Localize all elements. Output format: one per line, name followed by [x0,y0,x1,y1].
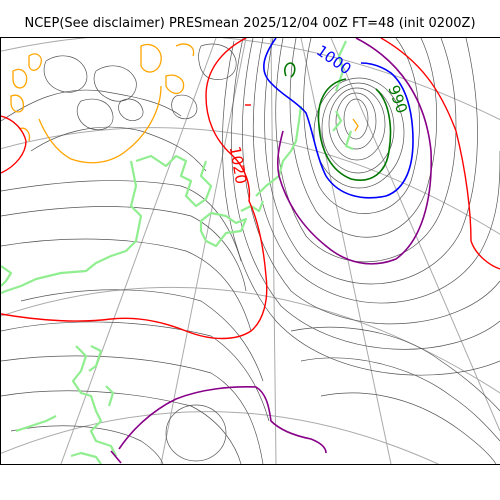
isobar [289,38,438,238]
coastline [70,451,102,464]
contour-label-1000: 1000 [313,42,355,79]
isobar [10,425,164,464]
orange-contour [175,43,195,57]
isobar [335,92,377,150]
coastline [105,385,115,407]
red-contour-1020 [1,38,268,340]
isobar [20,289,264,382]
blue-contour-1000 [263,38,414,199]
isobar [303,38,420,214]
coastlines [1,40,354,464]
contour-label-1020: 1020 [226,145,250,186]
isobar [93,65,137,102]
isobar [1,321,270,422]
isobar [165,404,227,462]
isobar [1,390,242,464]
purple-contours [110,38,433,464]
isobar [30,126,207,172]
purple-contour [118,386,327,454]
orange-contour [12,68,28,89]
orange-contour [28,53,42,71]
latitude-line [1,286,500,394]
isobar [321,82,395,174]
purple-contour [276,38,433,265]
red-contour [1,115,27,174]
latitude-line [1,38,500,121]
green-contour [284,62,296,78]
latitude-line [1,127,500,235]
coastline [344,130,354,151]
isobar [171,94,198,120]
isobar [118,98,144,121]
isobar [1,355,264,464]
longitude-line [330,38,500,432]
pressure-map: 1000 990 1020 [0,37,500,465]
isobar [242,38,500,325]
isobar [252,38,500,304]
isobar [290,326,500,412]
isobar [76,98,114,130]
orange-contour [165,74,185,95]
orange-contours [10,43,359,164]
coastline [199,211,248,248]
orange-contour [140,43,162,73]
isobar-contours [1,38,500,464]
coastline [135,154,213,208]
latitude-line [1,411,440,464]
red-contours [1,38,500,340]
isobar [1,206,247,292]
map-title: NCEP(See disclaimer) PRESmean 2025/12/04… [24,16,476,31]
longitude-lines [60,38,500,464]
latitude-lines [1,38,500,464]
isobar [231,38,500,350]
coastline [240,200,265,213]
isobar [1,180,242,262]
coastline [332,110,343,132]
longitude-line [270,38,277,464]
coastline [15,415,57,433]
red-contour [380,38,500,270]
coastline [88,345,103,372]
isobar [1,238,252,332]
isobar [275,38,457,263]
coastline [255,105,303,197]
longitude-line [60,38,217,464]
isobar [343,98,369,140]
coastline [1,160,143,295]
green-contour-990 [317,78,392,181]
isobar [328,87,386,161]
longitude-line [300,38,392,464]
longitude-line [160,38,247,464]
orange-contour [10,94,25,113]
orange-contour [38,85,162,164]
isobar [264,38,478,285]
purple-contour [110,450,122,464]
isobar [198,43,237,80]
isobar [320,392,497,464]
isobar [1,89,182,122]
isobar [300,357,500,442]
isobar [43,55,88,93]
isobar [313,77,405,189]
orange-contour [352,118,359,132]
coastline [1,265,13,287]
blue-contours [263,38,414,199]
isobar [222,40,500,376]
coastline [71,345,117,457]
green-contours [284,62,392,181]
